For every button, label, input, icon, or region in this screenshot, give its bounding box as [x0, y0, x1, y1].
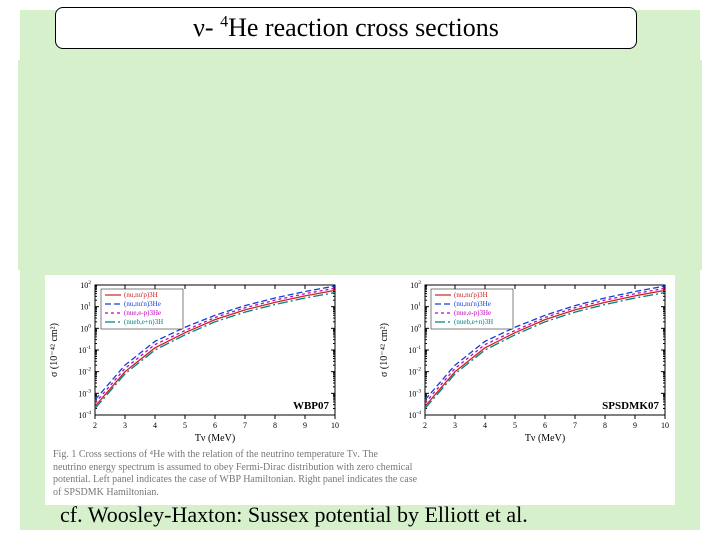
title-text: ν- 4He reaction cross sections — [193, 13, 499, 43]
svg-text:5: 5 — [183, 421, 187, 430]
chart-panel-1: 2 3 4 5 6 7 8 9 10 10-4 10-3 10-2 10-1 100 101 102 σ (10… — [375, 275, 675, 445]
svg-text:σ (10⁻⁴² cm²): σ (10⁻⁴² cm²) — [379, 323, 390, 377]
svg-text:(nueb,e+n)3H: (nueb,e+n)3H — [124, 318, 163, 326]
svg-text:4: 4 — [483, 421, 487, 430]
svg-text:10-4: 10-4 — [78, 410, 91, 420]
svg-text:2: 2 — [93, 421, 97, 430]
svg-text:10: 10 — [661, 421, 669, 430]
svg-text:(nu,nu'n)3He: (nu,nu'n)3He — [124, 300, 161, 308]
svg-text:100: 100 — [410, 323, 421, 333]
svg-text:101: 101 — [80, 302, 91, 312]
figure-area: 234567891010-410-310-210-1100101102σ (10… — [45, 275, 675, 505]
svg-text:(nue,e-p)3He: (nue,e-p)3He — [454, 309, 491, 317]
svg-text:10-3: 10-3 — [78, 388, 91, 398]
svg-text:102: 102 — [80, 280, 91, 290]
caption-line-3: potential. Left panel indicates the case… — [53, 474, 417, 485]
svg-text:6: 6 — [213, 421, 217, 430]
title-rest: reaction cross sections — [258, 13, 498, 42]
svg-text:2: 2 — [423, 421, 427, 430]
title-isotope: He — [228, 13, 258, 42]
obscuring-overlay — [18, 60, 702, 270]
svg-text:Tν (MeV): Tν (MeV) — [525, 433, 565, 444]
svg-text:(nueb,e+n)3H: (nueb,e+n)3H — [454, 318, 493, 326]
svg-text:(nu,nu'p)3H: (nu,nu'p)3H — [124, 291, 158, 299]
svg-text:9: 9 — [303, 421, 307, 430]
svg-text:100: 100 — [80, 323, 91, 333]
svg-text:10-2: 10-2 — [408, 367, 421, 377]
svg-text:SPSDMK07: SPSDMK07 — [602, 400, 659, 412]
svg-text:102: 102 — [410, 280, 421, 290]
svg-text:7: 7 — [573, 421, 577, 430]
svg-text:10-4: 10-4 — [408, 410, 421, 420]
svg-text:(nu,nu'n)3He: (nu,nu'n)3He — [454, 300, 491, 308]
title-sup: 4 — [220, 13, 228, 30]
svg-text:9: 9 — [633, 421, 637, 430]
svg-text:8: 8 — [603, 421, 607, 430]
svg-text:7: 7 — [243, 421, 247, 430]
svg-text:3: 3 — [453, 421, 457, 430]
svg-text:(nu,nu'p)3H: (nu,nu'p)3H — [454, 291, 488, 299]
svg-text:10-3: 10-3 — [408, 388, 421, 398]
title-prefix: ν- — [193, 13, 220, 42]
svg-text:(nue,e-p)3He: (nue,e-p)3He — [124, 309, 161, 317]
bottom-reference: cf. Woosley-Haxton: Sussex potential by … — [60, 502, 528, 528]
svg-text:10-2: 10-2 — [78, 367, 91, 377]
svg-text:10-1: 10-1 — [408, 345, 421, 355]
svg-text:101: 101 — [410, 302, 421, 312]
svg-text:6: 6 — [543, 421, 547, 430]
svg-text:5: 5 — [513, 421, 517, 430]
chart-panels: 234567891010-410-310-210-1100101102σ (10… — [45, 275, 675, 445]
svg-text:10: 10 — [331, 421, 339, 430]
svg-text:WBP07: WBP07 — [293, 400, 330, 412]
svg-text:10-1: 10-1 — [78, 345, 91, 355]
svg-text:σ (10⁻⁴² cm²): σ (10⁻⁴² cm²) — [49, 323, 60, 377]
caption-line-4: of SPSDMK Hamiltonian. — [53, 487, 159, 498]
title-box: ν- 4He reaction cross sections — [55, 7, 637, 49]
figure-caption: Fig. 1 Cross sections of ⁴He with the re… — [45, 445, 675, 499]
svg-text:Tν (MeV): Tν (MeV) — [195, 433, 235, 444]
caption-line-1: Fig. 1 Cross sections of ⁴He with the re… — [53, 449, 378, 460]
svg-text:8: 8 — [273, 421, 277, 430]
svg-text:4: 4 — [153, 421, 157, 430]
svg-text:3: 3 — [123, 421, 127, 430]
chart-panel-0: 2 3 4 5 6 7 8 9 10 10-4 10-3 10-2 10-1 100 101 102 σ (10… — [45, 275, 345, 445]
caption-line-2: neutrino energy spectrum is assumed to o… — [53, 462, 412, 473]
slide-root: ν- 4He reaction cross sections 234567891… — [0, 0, 720, 540]
